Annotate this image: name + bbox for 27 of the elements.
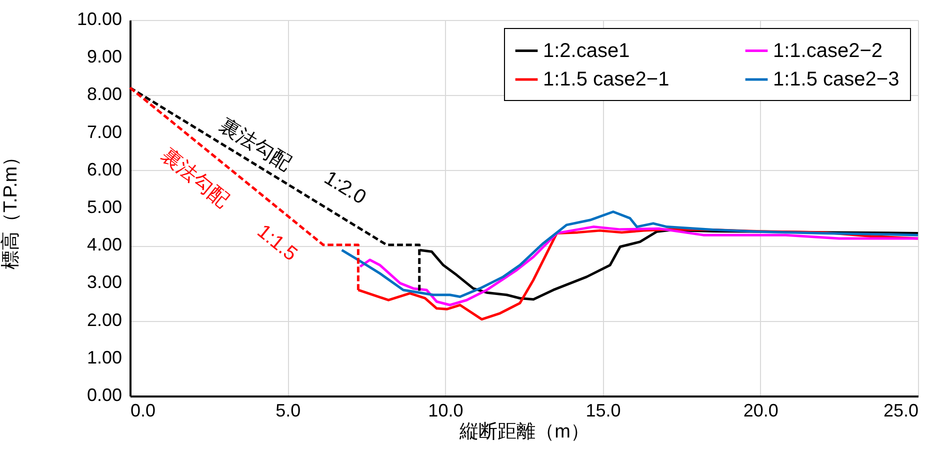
y-tick-label: 5.00 — [86, 197, 122, 217]
line-series — [340, 210, 920, 298]
y-tick-label: 4.00 — [86, 234, 122, 255]
x-tick-label: 20.0 — [743, 400, 778, 420]
y-tick-label: 3.00 — [86, 272, 122, 292]
legend-label: 1:1.5 case2−3 — [773, 68, 900, 90]
y-tick-label: 6.00 — [86, 159, 122, 180]
x-tick-label: 0.0 — [130, 400, 156, 420]
y-axis-title: 標高（T.P.m） — [0, 147, 22, 270]
x-tick-label: 10.0 — [428, 400, 464, 420]
legend-label: 1:1.case2−2 — [773, 40, 883, 62]
legend-label: 1:2.case1 — [543, 40, 630, 62]
x-tick-label: 5.0 — [276, 400, 301, 420]
y-tick-label: 0.00 — [86, 385, 122, 405]
annotation: 1:1.5 — [252, 220, 302, 266]
line-series — [358, 226, 920, 306]
x-tick-label: 25.0 — [883, 400, 918, 420]
x-axis-title: 縦断距離（m） — [458, 422, 590, 442]
legend-label: 1:1.5 case2−1 — [543, 68, 670, 90]
y-tick-label: 7.00 — [86, 122, 122, 142]
y-tick-label: 2.00 — [86, 310, 122, 330]
annotation: 1:2.0 — [320, 167, 370, 209]
y-tick-label: 10.00 — [76, 9, 122, 29]
y-tick-label: 1.00 — [86, 347, 122, 368]
x-tick-label: 15.0 — [586, 400, 621, 420]
y-tick-label: 9.00 — [86, 46, 122, 67]
y-tick-label: 8.00 — [86, 84, 122, 104]
